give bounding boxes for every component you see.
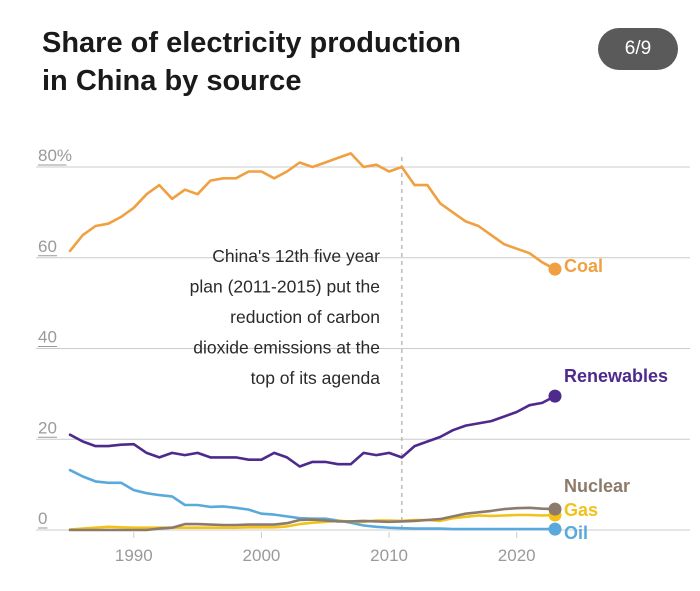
- oil-end-point: [548, 522, 562, 536]
- coal-series-line: [68, 152, 557, 271]
- x-tick-label-1990: 1990: [115, 546, 153, 565]
- annotation-text-line-3: reduction of carbon: [230, 307, 380, 327]
- gas-series-label: Gas: [564, 500, 598, 520]
- x-tick-label-2010: 2010: [370, 546, 408, 565]
- coal-series-label: Coal: [564, 256, 603, 276]
- page-indicator-badge[interactable]: 6/9: [598, 28, 678, 70]
- y-tick-label-0: 0: [38, 509, 47, 528]
- y-tick-label-60: 60: [38, 237, 57, 256]
- chart-title: Share of electricity production in China…: [42, 24, 512, 100]
- y-tick-label-80: 80%: [38, 146, 72, 165]
- annotation-text-line-4: dioxide emissions at the: [193, 338, 380, 358]
- chart-title-line2: in China by source: [42, 65, 302, 97]
- chart-title-line1: Share of electricity production: [42, 27, 461, 59]
- coal-end-point: [548, 262, 562, 276]
- nuclear-end-point: [548, 502, 562, 516]
- oil-series-label: Oil: [564, 523, 588, 543]
- gas-series-line: [68, 513, 557, 531]
- renewables-series-line: [68, 394, 557, 468]
- x-tick-label-2020: 2020: [498, 546, 536, 565]
- y-tick-label-40: 40: [38, 328, 57, 347]
- annotation-text-line-5: top of its agenda: [251, 368, 381, 388]
- y-tick-label-20: 20: [38, 418, 57, 437]
- nuclear-series-line: [68, 506, 557, 532]
- renewables-series-label: Renewables: [564, 366, 668, 386]
- x-tick-label-2000: 2000: [243, 546, 281, 565]
- annotation-text-line-2: plan (2011-2015) put the: [190, 277, 380, 297]
- renewables-end-point: [548, 389, 562, 403]
- annotation-text-line-1: China's 12th five year: [212, 246, 380, 266]
- nuclear-series-label: Nuclear: [564, 476, 630, 496]
